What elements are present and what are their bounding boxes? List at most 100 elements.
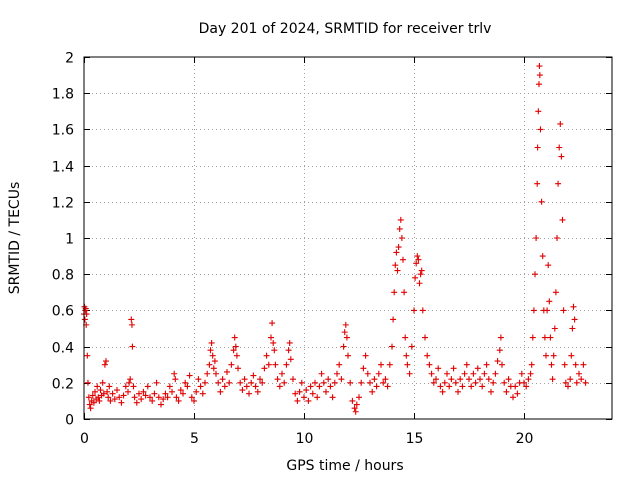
data-point xyxy=(488,388,494,395)
data-point xyxy=(362,352,369,359)
data-point xyxy=(510,394,516,401)
data-point xyxy=(231,334,238,341)
data-point xyxy=(243,383,250,390)
data-point xyxy=(151,390,158,397)
data-point xyxy=(545,262,552,269)
data-point xyxy=(169,388,175,395)
data-point xyxy=(408,343,415,350)
data-point xyxy=(433,376,439,383)
data-point xyxy=(274,376,281,383)
data-point xyxy=(84,379,91,386)
data-point xyxy=(142,392,149,399)
plot-frame xyxy=(83,56,613,420)
data-point xyxy=(562,379,569,386)
data-point xyxy=(356,394,362,401)
data-point xyxy=(265,361,272,368)
data-point xyxy=(325,376,332,383)
data-point xyxy=(527,370,534,377)
data-point xyxy=(576,370,582,377)
data-point xyxy=(360,365,367,372)
data-point xyxy=(155,394,162,401)
data-point xyxy=(573,379,580,386)
data-point xyxy=(499,361,505,368)
data-point xyxy=(276,383,283,390)
data-point xyxy=(294,397,301,404)
data-point xyxy=(452,379,459,386)
data-point xyxy=(85,394,92,401)
data-point xyxy=(303,387,310,394)
y-tick-label: 0.8 xyxy=(52,268,74,284)
data-point xyxy=(351,405,358,412)
chart-title: Day 201 of 2024, SRMTID for receiver trl… xyxy=(199,21,492,37)
data-point xyxy=(316,383,323,390)
data-point xyxy=(239,387,246,394)
data-point xyxy=(171,370,178,377)
data-point xyxy=(472,379,479,386)
data-point xyxy=(338,376,345,383)
data-point xyxy=(483,361,490,368)
x-axis: 0 5 10 15 20 xyxy=(80,57,533,447)
data-point xyxy=(552,289,559,296)
data-point xyxy=(533,235,540,241)
data-point xyxy=(419,307,426,314)
y-tick-label: 1.2 xyxy=(52,196,74,212)
data-point xyxy=(208,339,215,346)
data-point xyxy=(437,383,444,390)
data-point xyxy=(149,397,156,404)
data-point xyxy=(390,316,397,323)
data-point xyxy=(378,361,384,368)
data-point xyxy=(153,379,160,386)
data-point xyxy=(283,361,290,368)
data-point xyxy=(543,352,549,359)
data-point xyxy=(138,396,145,403)
data-point xyxy=(248,379,255,386)
data-point xyxy=(343,334,350,341)
data-point xyxy=(83,311,90,318)
data-point xyxy=(430,379,437,386)
data-point xyxy=(327,383,334,390)
data-point xyxy=(557,120,564,127)
data-point xyxy=(334,370,340,377)
data-point xyxy=(136,390,142,397)
data-point xyxy=(285,347,292,354)
data-point xyxy=(525,376,532,383)
data-point xyxy=(301,394,307,401)
data-point xyxy=(114,387,120,394)
data-point xyxy=(228,361,235,368)
data-point xyxy=(140,388,147,395)
data-point xyxy=(87,405,94,412)
data-point xyxy=(128,321,135,328)
data-point xyxy=(271,347,278,354)
data-point xyxy=(391,289,398,296)
data-point xyxy=(269,320,276,327)
data-point xyxy=(435,365,442,372)
y-tick-label: 1.6 xyxy=(52,123,74,139)
data-point xyxy=(130,383,137,390)
x-axis-label: GPS time / hours xyxy=(286,458,403,474)
y-axis-label: SRMTID / TECUs xyxy=(7,182,23,295)
data-point xyxy=(129,343,136,350)
data-point xyxy=(286,339,293,346)
data-point xyxy=(534,144,541,151)
data-point xyxy=(202,379,208,386)
data-point xyxy=(441,379,448,386)
data-point xyxy=(485,376,492,383)
data-point xyxy=(195,376,202,383)
data-points xyxy=(81,63,589,415)
data-point xyxy=(342,321,349,328)
data-point xyxy=(572,361,579,368)
data-point xyxy=(96,397,103,404)
data-point xyxy=(578,376,585,383)
y-tick-label: 0 xyxy=(65,413,74,429)
data-point xyxy=(505,376,512,383)
data-point xyxy=(90,399,97,406)
data-point xyxy=(396,225,403,232)
data-point xyxy=(213,370,219,377)
data-point xyxy=(461,370,468,377)
data-point xyxy=(548,361,555,368)
data-point xyxy=(81,316,88,323)
data-point xyxy=(529,334,536,341)
data-point xyxy=(193,388,200,395)
data-point xyxy=(490,379,497,386)
